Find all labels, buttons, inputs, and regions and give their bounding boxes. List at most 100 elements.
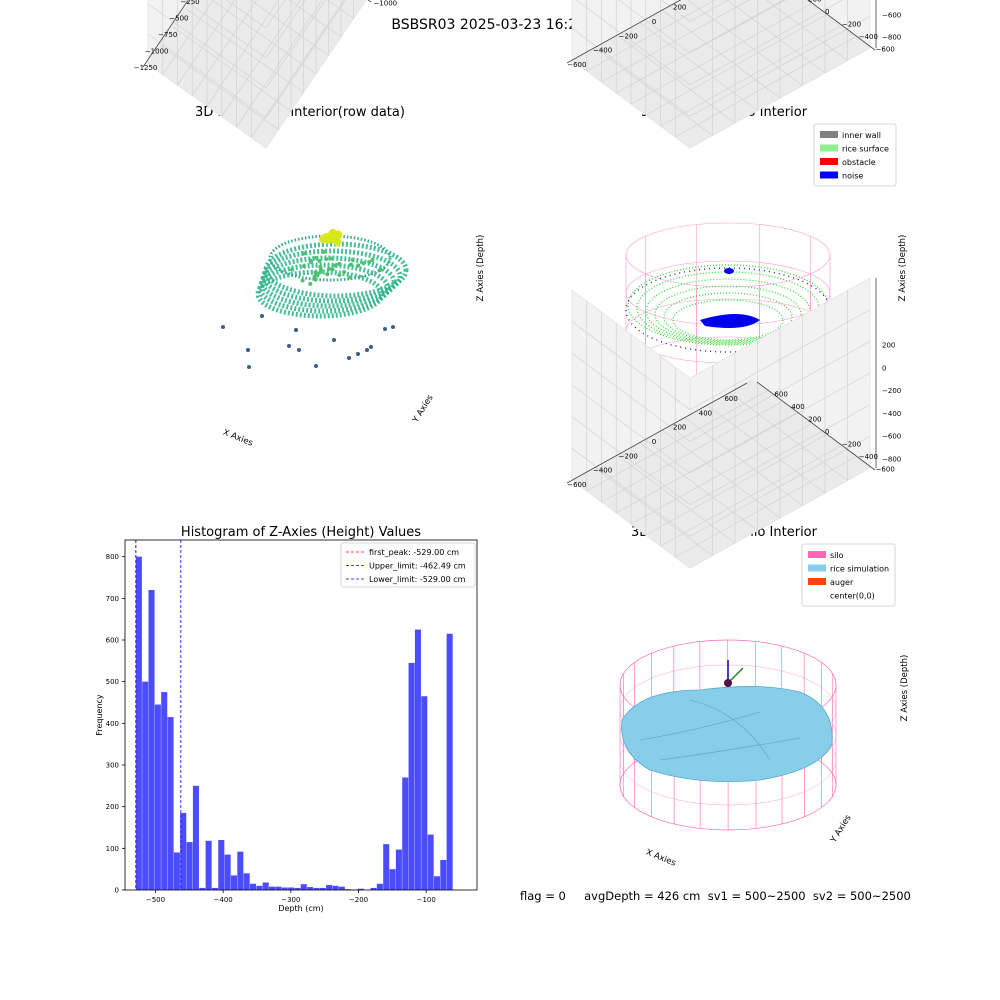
histogram-bar <box>224 854 231 890</box>
histogram-bar <box>142 681 149 890</box>
legend-swatch <box>808 564 826 572</box>
y-tick-label: 100 <box>106 845 119 853</box>
wall-gridline <box>689 16 871 117</box>
z-tick-label: 200 <box>882 342 895 350</box>
histogram-bar <box>167 717 174 890</box>
raw-data-point <box>328 256 333 261</box>
x-tick-label: −300 <box>281 896 300 904</box>
noise-cluster <box>700 314 760 328</box>
floor-gridline <box>645 14 826 116</box>
y-tick-label: 0 <box>825 8 829 16</box>
raw-data-point <box>327 266 332 271</box>
raw-outlier-point <box>287 344 291 348</box>
z-tick-label: −400 <box>882 410 901 418</box>
histogram-bar <box>250 883 257 890</box>
raw-data-point <box>290 267 295 272</box>
x-tick-label: 600 <box>724 395 737 403</box>
raw-data-point <box>309 259 314 264</box>
raw-ring-points <box>261 248 403 304</box>
floor-gridline <box>675 36 856 138</box>
histogram-bar <box>433 876 440 890</box>
raw-data-point <box>348 275 353 280</box>
raw-data-point <box>378 268 383 273</box>
histogram-bar <box>389 869 396 890</box>
raw-data-point <box>367 260 372 265</box>
histogram-bar <box>205 840 212 890</box>
center-marker <box>724 679 732 687</box>
floor-gridline <box>326 0 354 19</box>
histogram-bar <box>307 887 314 890</box>
x-axis-line <box>566 382 748 484</box>
histogram-bar <box>421 696 428 890</box>
wall-gridline <box>571 384 691 474</box>
x-tick-label: −600 <box>567 481 586 489</box>
floor-gridline <box>288 0 342 38</box>
raw-outlier-point <box>297 348 301 352</box>
legend-swatch <box>820 171 838 179</box>
histogram-bar <box>218 840 225 890</box>
x-axis-line <box>566 0 682 64</box>
z-tick-label: −800 <box>882 34 901 42</box>
floor-gridline <box>684 417 803 506</box>
floor-gridline <box>675 456 856 558</box>
floor-gridline <box>726 0 826 74</box>
legend-label: inner wall <box>842 131 881 140</box>
floor-gridline <box>661 9 781 99</box>
x-axis-label: Depth (cm) <box>278 904 323 913</box>
y-tick-label: 400 <box>791 403 804 411</box>
wall-gridline <box>571 448 691 537</box>
raw-data-point <box>348 262 353 267</box>
figure-title: BSBSR03 2025-03-23 16:21:02 <box>391 17 609 33</box>
legend-label: rice surface <box>842 145 889 154</box>
histogram-bar <box>338 886 345 890</box>
z-axis-label: Z Axies (Depth) <box>900 655 910 722</box>
y-tick-label: 0 <box>115 887 119 895</box>
histogram-bar <box>211 887 218 890</box>
y-tick-label: 200 <box>808 415 821 423</box>
raw-peak-point <box>319 234 328 243</box>
x-tick-label: −500 <box>169 14 188 22</box>
histogram-bar <box>395 849 402 890</box>
raw-data-point <box>318 264 323 269</box>
y-axis-label: Y Axies <box>828 813 854 846</box>
histogram-bar <box>408 662 415 890</box>
y-tick-label: 700 <box>106 595 119 603</box>
wall-gridline <box>689 309 871 410</box>
raw-data-point <box>370 257 375 262</box>
raw-data-point <box>313 277 318 282</box>
wall-gridline <box>183 0 267 59</box>
x-tick-label: −200 <box>349 896 368 904</box>
y-tick-label: −600 <box>876 466 895 474</box>
legend-label: obstacle <box>842 158 876 167</box>
raw-outlier-point <box>246 348 250 352</box>
wall-gridline <box>265 0 286 29</box>
histogram-bar <box>427 834 434 890</box>
histogram-bar <box>440 860 447 890</box>
raw-data-point <box>315 271 320 276</box>
floor-gridline <box>211 0 317 75</box>
histogram-bar <box>186 842 193 890</box>
floor-gridline <box>645 434 826 536</box>
raw-ring-points <box>259 255 397 309</box>
rice-surface-points <box>663 292 793 342</box>
histogram-bar <box>383 844 390 890</box>
y-tick-label: 500 <box>106 678 119 686</box>
z-tick-label: −600 <box>882 11 901 19</box>
legend-swatch <box>820 144 838 152</box>
raw-outlier-point <box>391 325 395 329</box>
y-tick-label: 600 <box>774 390 787 398</box>
raw-data-point <box>302 264 307 269</box>
x-axis-label: X Axies <box>644 848 677 869</box>
x-axis-label: X Axies <box>221 428 254 449</box>
legend-label: Lower_limit: -529.00 cm <box>369 575 466 584</box>
wall-gridline <box>265 0 347 119</box>
raw-outlier-point <box>365 348 369 352</box>
floor-gridline <box>236 0 323 128</box>
legend-label: center(0,0) <box>830 592 875 601</box>
z-tick-label: −800 <box>882 456 901 464</box>
y-tick-label: −1000 <box>373 0 397 7</box>
y-tick-label: −200 <box>842 441 861 449</box>
raw-data-point <box>356 263 361 268</box>
wall-gridline <box>689 341 871 442</box>
